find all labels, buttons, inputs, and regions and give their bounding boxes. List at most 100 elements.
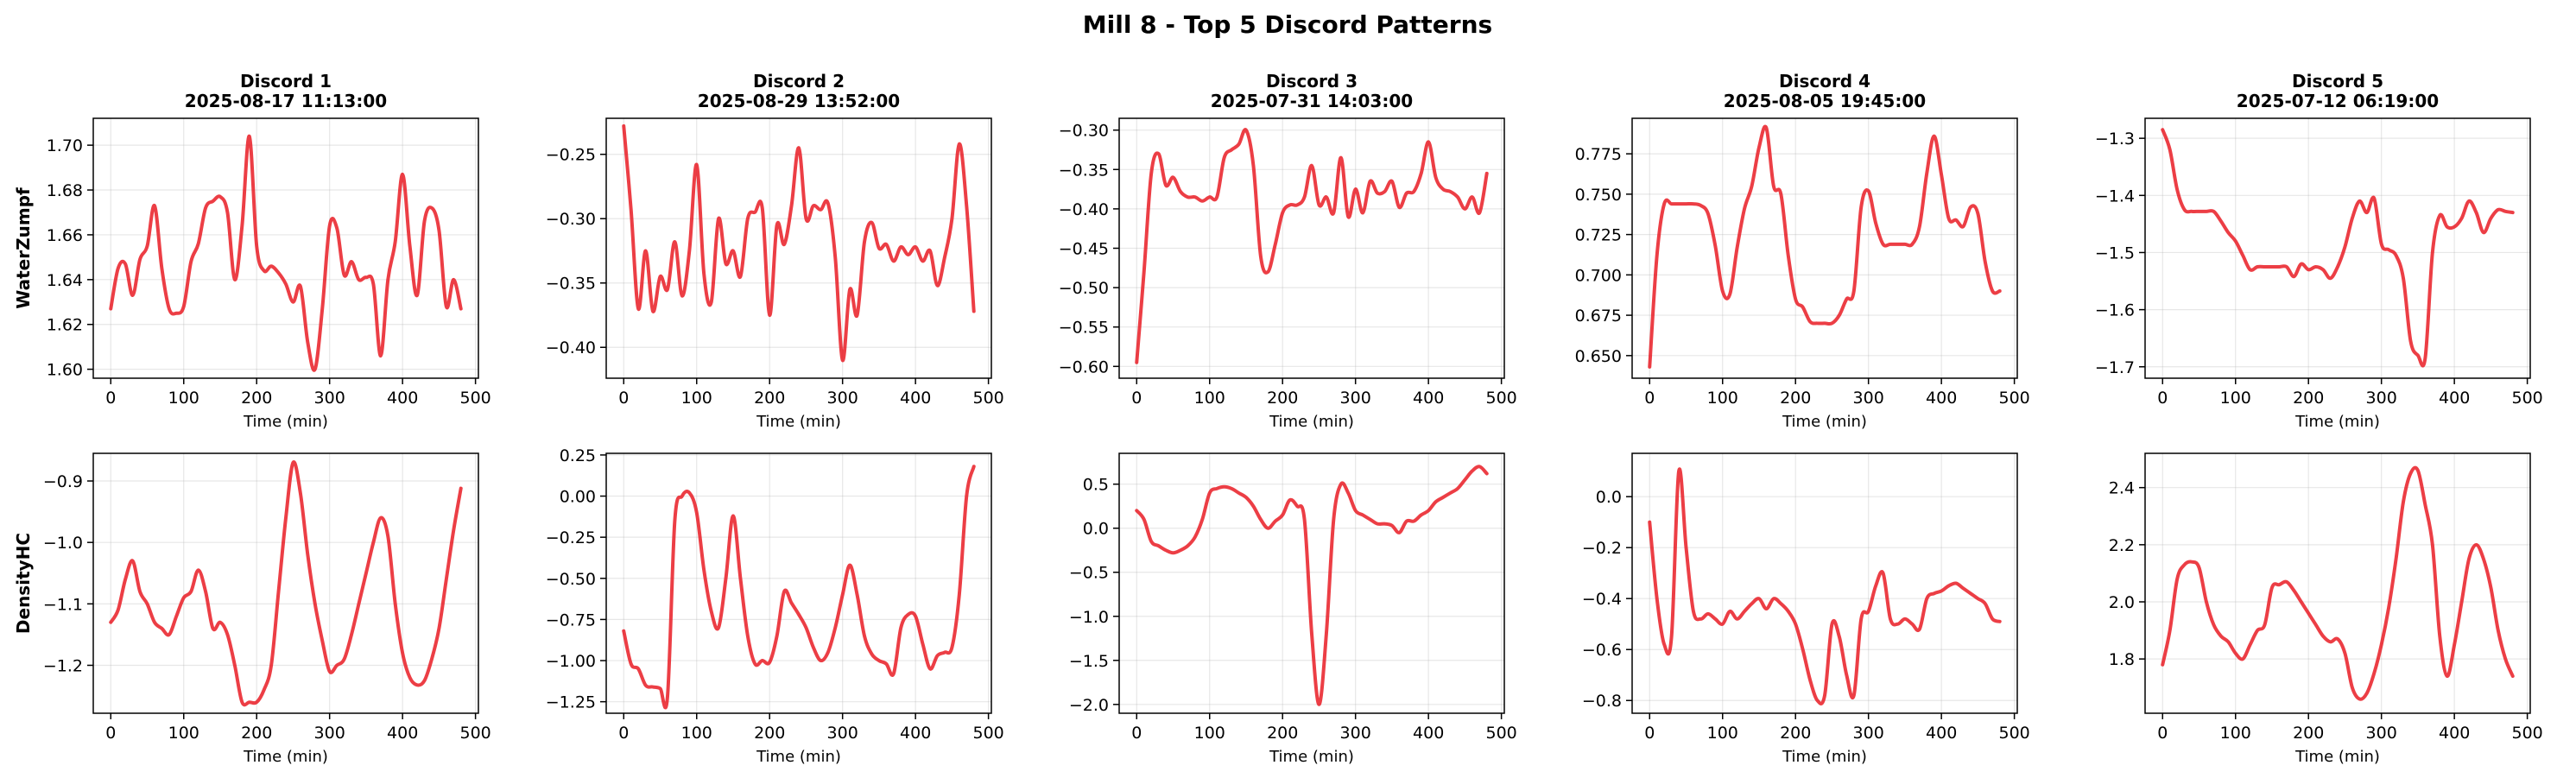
y-tick-label: −0.30 (1059, 122, 1109, 141)
x-tick-label: 200 (754, 724, 785, 743)
y-tick-label: −0.6 (1582, 641, 1622, 660)
axes-frame (605, 452, 992, 714)
x-tick-label: 200 (241, 389, 272, 408)
axes-frame (92, 117, 479, 379)
y-tick-label: 0.725 (1575, 226, 1622, 245)
y-tick-label: −0.9 (43, 472, 83, 491)
x-tick-label: 400 (2439, 389, 2470, 408)
y-tick-label: −1.0 (43, 534, 83, 553)
x-tick-label: 300 (2366, 724, 2397, 743)
x-tick-label: 100 (168, 389, 199, 408)
y-tick-label: 1.8 (2109, 650, 2135, 669)
x-tick-label: 200 (1780, 389, 1811, 408)
x-tick-label: 300 (1340, 389, 1371, 408)
y-tick-label: −0.5 (1069, 564, 1109, 583)
y-tick-label: 1.68 (47, 181, 83, 200)
y-tick-label: 1.62 (47, 316, 83, 335)
y-tick-label: −2.0 (1069, 696, 1109, 715)
series-line (2161, 465, 2515, 701)
panel-r2-c1: 0 100 200 300 400 500 −0.9 −1.0 −1.1 −1.2 Time (mi… (13, 452, 491, 766)
x-tick-label: 200 (754, 389, 785, 408)
x-tick-label: 0 (2157, 389, 2168, 408)
y-tick-label: −0.55 (1059, 319, 1109, 338)
y-tick-label: −1.5 (1069, 652, 1109, 671)
axes-frame (1631, 452, 2018, 714)
x-tick-label: 200 (1267, 389, 1298, 408)
x-axis-label: Time (min) (1782, 748, 1867, 766)
subplot-grid: 0 100 200 300 400 500 1.60 1.62 1.64 1.66 1.68 1.70… (13, 71, 2543, 766)
panel-r1-c5: 0 100 200 300 400 500 −1.3 −1.4 −1.5 −1.6 −1.7 Time… (2095, 71, 2543, 431)
y-tick-label: −1.1 (43, 595, 83, 614)
panel-r2-c5: 0 100 200 300 400 500 2.4 2.2 2.0 1.8 Time (min) (2109, 452, 2543, 766)
axes-frame (92, 452, 479, 714)
y-tick-label: −1.3 (2095, 130, 2135, 149)
panel-title-line: 2025-07-12 06:19:00 (2237, 91, 2439, 111)
x-axis-label: Time (min) (243, 748, 328, 766)
x-tick-label: 0 (105, 724, 116, 743)
panel-r1-c2: 0 100 200 300 400 500 −0.25 −0.30 −0.35 −0.40 Time… (546, 71, 1004, 431)
series-line (2161, 128, 2515, 368)
axes-frame (1631, 117, 2018, 379)
x-tick-label: 500 (2511, 724, 2542, 743)
x-tick-label: 200 (1780, 724, 1811, 743)
y-tick-label: −0.2 (1582, 539, 1622, 558)
y-tick-label: −0.60 (1059, 357, 1109, 376)
x-tick-label: 300 (2366, 389, 2397, 408)
x-tick-label: 500 (459, 724, 491, 743)
y-tick-label: −0.50 (1059, 279, 1109, 298)
x-tick-label: 400 (1926, 724, 1957, 743)
series-line (622, 123, 976, 363)
y-tick-label: 1.64 (47, 271, 83, 290)
y-tick-label: −1.7 (2095, 358, 2135, 377)
x-tick-label: 100 (1707, 389, 1738, 408)
series-line (1648, 467, 2002, 705)
series-line (622, 465, 976, 710)
panel-title-line: Discord 4 (1779, 71, 1870, 92)
series-line (1648, 124, 2002, 369)
x-tick-label: 100 (2220, 724, 2251, 743)
x-tick-label: 200 (2293, 389, 2324, 408)
panel-r1-c1: 0 100 200 300 400 500 1.60 1.62 1.64 1.66 1.68 1.70… (13, 71, 491, 431)
x-tick-label: 100 (2220, 389, 2251, 408)
x-tick-label: 0 (618, 389, 629, 408)
y-tick-label: −1.0 (1069, 608, 1109, 627)
panel-r1-c3: 0 100 200 300 400 500 −0.30 −0.35 −0.40 −0.45 −0.5… (1059, 71, 1517, 431)
x-tick-label: 100 (1194, 724, 1225, 743)
y-tick-label: 0.750 (1575, 186, 1622, 205)
y-tick-label: 0.675 (1575, 307, 1622, 326)
x-tick-label: 200 (241, 724, 272, 743)
series-line (109, 134, 463, 372)
x-axis-label: Time (min) (756, 748, 841, 766)
x-tick-label: 300 (827, 389, 858, 408)
x-tick-label: 500 (1485, 724, 1516, 743)
y-tick-label: −0.25 (546, 146, 596, 165)
y-tick-label: −0.45 (1059, 240, 1109, 259)
y-tick-label: −0.40 (546, 338, 596, 357)
x-axis-label: Time (min) (756, 413, 841, 431)
y-tick-label: 0.650 (1575, 347, 1622, 366)
y-tick-label: −1.5 (2095, 244, 2135, 262)
series-line (109, 460, 463, 707)
x-tick-label: 0 (105, 389, 116, 408)
x-tick-label: 300 (1853, 724, 1884, 743)
y-tick-label: 0.25 (560, 446, 596, 465)
panel-title-line: Discord 1 (240, 71, 332, 92)
y-tick-label: −1.4 (2095, 187, 2135, 206)
y-tick-label: −1.2 (43, 656, 83, 675)
y-tick-label: 0.0 (1083, 520, 1109, 539)
x-tick-label: 400 (2439, 724, 2470, 743)
y-tick-label: −0.75 (546, 610, 596, 629)
y-tick-label: −1.6 (2095, 301, 2135, 320)
series-line (1135, 128, 1489, 364)
y-tick-label: −0.35 (1059, 161, 1109, 180)
x-tick-label: 500 (972, 389, 1003, 408)
x-tick-label: 100 (1707, 724, 1738, 743)
y-tick-label: −0.30 (546, 210, 596, 229)
x-axis-label: Time (min) (1269, 413, 1354, 431)
y-tick-label: 0.700 (1575, 266, 1622, 285)
x-tick-label: 200 (2293, 724, 2324, 743)
axes-frame (2144, 117, 2531, 379)
y-tick-label: −0.35 (546, 275, 596, 294)
x-tick-label: 0 (1644, 724, 1655, 743)
y-tick-label: 2.4 (2109, 479, 2135, 498)
